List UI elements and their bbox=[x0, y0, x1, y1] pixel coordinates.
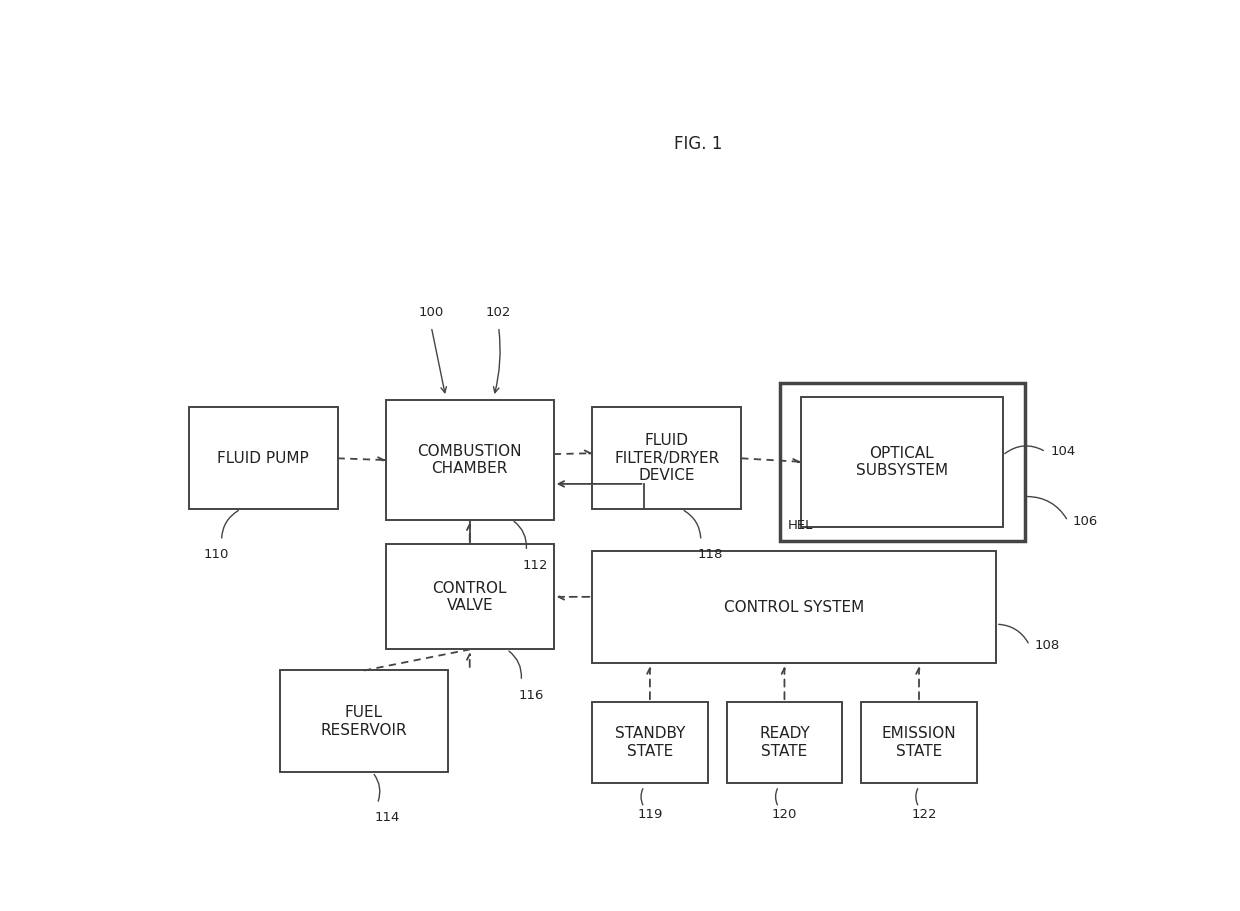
Bar bbox=[593, 702, 708, 783]
Bar bbox=[593, 407, 742, 509]
Text: 110: 110 bbox=[205, 548, 229, 561]
Bar bbox=[386, 544, 554, 650]
Text: 102: 102 bbox=[486, 306, 511, 319]
Text: 106: 106 bbox=[1073, 515, 1097, 527]
Text: EMISSION
STATE: EMISSION STATE bbox=[882, 726, 956, 759]
Bar bbox=[727, 702, 842, 783]
Text: FIG. 1: FIG. 1 bbox=[673, 136, 722, 153]
Text: HEL: HEL bbox=[787, 519, 812, 532]
Bar bbox=[801, 397, 1003, 527]
Text: 122: 122 bbox=[911, 808, 937, 821]
Bar bbox=[280, 670, 448, 773]
Bar bbox=[862, 702, 977, 783]
Text: FUEL
RESERVOIR: FUEL RESERVOIR bbox=[321, 705, 407, 738]
Text: CONTROL SYSTEM: CONTROL SYSTEM bbox=[724, 599, 864, 615]
Text: 112: 112 bbox=[523, 558, 548, 572]
Text: 114: 114 bbox=[374, 812, 399, 824]
Text: 108: 108 bbox=[1034, 639, 1059, 651]
Text: OPTICAL
SUBSYSTEM: OPTICAL SUBSYSTEM bbox=[856, 445, 947, 478]
Text: 120: 120 bbox=[771, 808, 797, 821]
Bar bbox=[386, 401, 554, 519]
Bar bbox=[780, 383, 1024, 541]
Text: 118: 118 bbox=[698, 548, 723, 561]
Text: 116: 116 bbox=[518, 689, 543, 701]
Bar bbox=[188, 407, 337, 509]
Text: FLUID
FILTER/DRYER
DEVICE: FLUID FILTER/DRYER DEVICE bbox=[614, 434, 719, 483]
Text: COMBUSTION
CHAMBER: COMBUSTION CHAMBER bbox=[418, 444, 522, 476]
Bar bbox=[593, 551, 996, 663]
Text: READY
STATE: READY STATE bbox=[759, 726, 810, 759]
Text: 104: 104 bbox=[1050, 445, 1076, 458]
Text: FLUID PUMP: FLUID PUMP bbox=[217, 451, 309, 466]
Text: 100: 100 bbox=[419, 306, 444, 319]
Text: STANDBY
STATE: STANDBY STATE bbox=[615, 726, 686, 759]
Text: CONTROL
VALVE: CONTROL VALVE bbox=[433, 580, 507, 613]
Text: 119: 119 bbox=[637, 808, 662, 821]
